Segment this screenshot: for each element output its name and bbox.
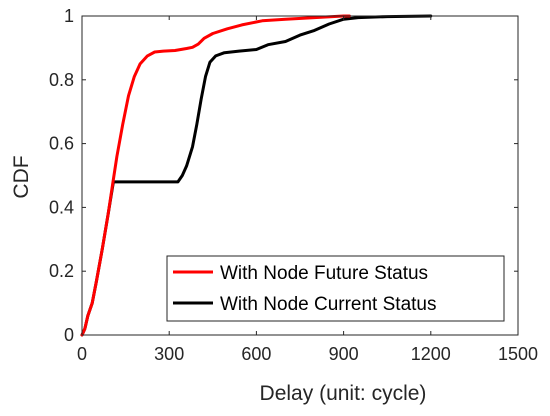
y-tick-label: 0 bbox=[64, 325, 74, 345]
legend: With Node Future Status With Node Curren… bbox=[166, 255, 505, 322]
x-tick-label: 900 bbox=[329, 344, 359, 364]
x-tick-label: 1200 bbox=[411, 344, 451, 364]
y-axis-label: CDF bbox=[10, 155, 33, 198]
legend-label-future: With Node Future Status bbox=[220, 263, 428, 284]
legend-label-current: With Node Current Status bbox=[220, 294, 436, 315]
y-tick-label: 0.4 bbox=[49, 197, 74, 217]
plot-frame bbox=[81, 15, 519, 336]
x-tick-label: 600 bbox=[241, 344, 271, 364]
x-tick-label: 0 bbox=[77, 344, 87, 364]
axes bbox=[81, 15, 519, 336]
x-axis-label: Delay (unit: cycle) bbox=[260, 382, 427, 405]
plot-lines bbox=[80, 14, 433, 337]
series-line-future-status bbox=[80, 14, 351, 337]
y-tick-label: 0.6 bbox=[49, 134, 74, 154]
tick-labels: 0 300 600 900 1200 1500 0 0.2 0.4 0.6 0.8 1 bbox=[49, 6, 538, 364]
legend-box bbox=[166, 255, 505, 322]
x-tick-label: 1500 bbox=[498, 344, 538, 364]
y-tick-label: 0.2 bbox=[49, 261, 74, 281]
y-tick-label: 0.8 bbox=[49, 70, 74, 90]
y-tick-label: 1 bbox=[64, 6, 74, 26]
x-tick-label: 300 bbox=[154, 344, 184, 364]
